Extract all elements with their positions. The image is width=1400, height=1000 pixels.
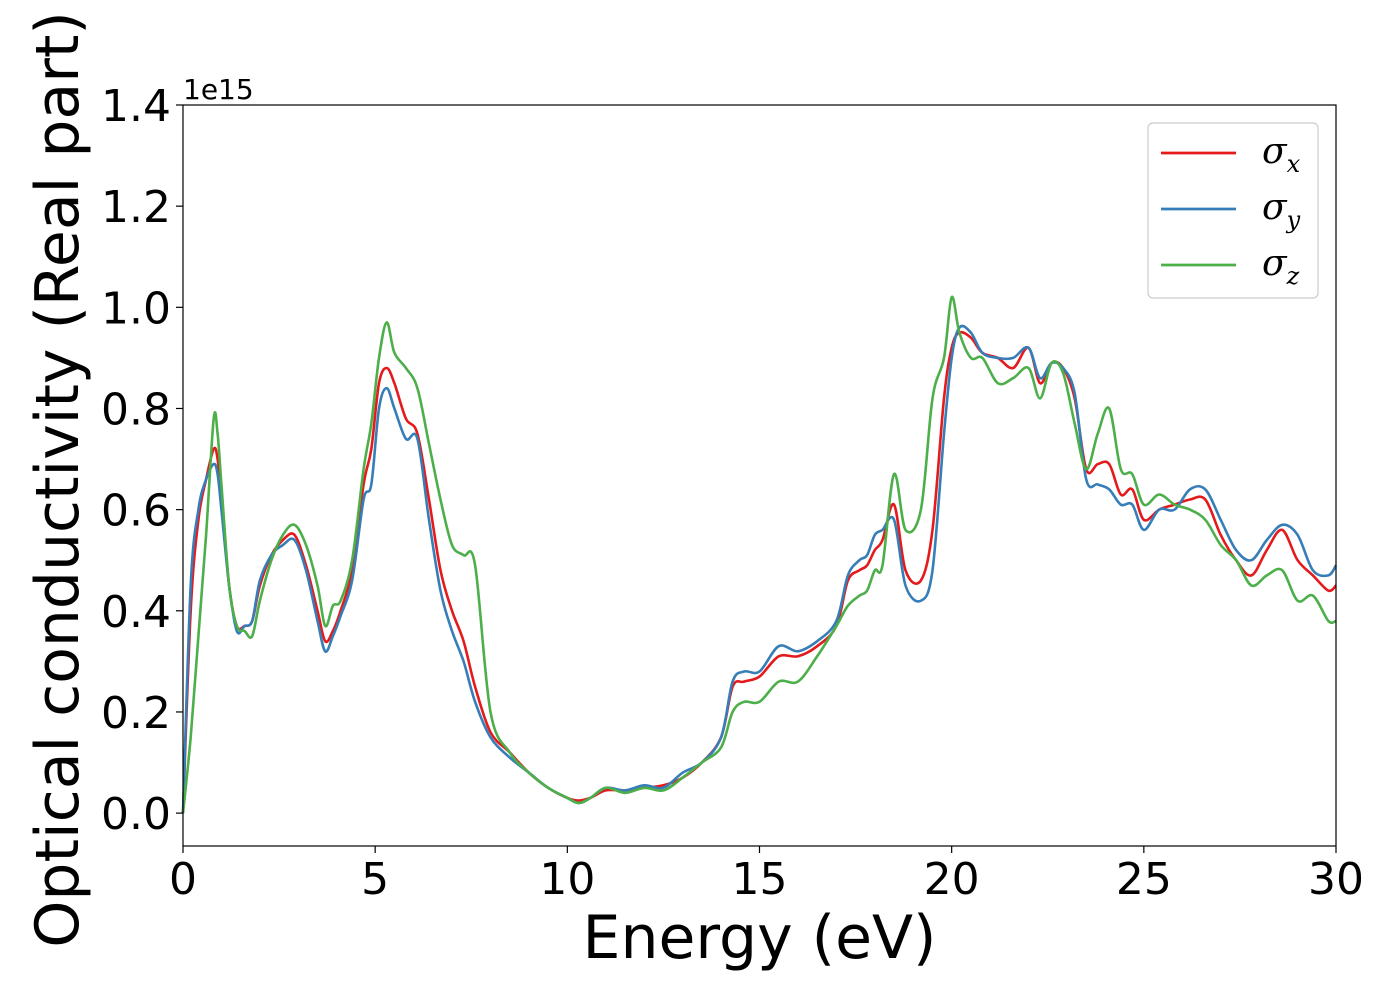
x-tick-label: 20 — [924, 854, 980, 905]
x-tick-label: 10 — [539, 854, 595, 905]
x-tick-label: 5 — [361, 854, 389, 905]
legend-label-subscript: z — [1286, 262, 1300, 290]
legend-label-y: σy — [1262, 187, 1301, 234]
y-tick-label: 1.2 — [101, 182, 171, 233]
x-tick-label: 0 — [169, 854, 197, 905]
y-tick-label: 0.6 — [101, 486, 171, 537]
x-tick-label: 30 — [1308, 854, 1364, 905]
series-layer — [181, 295, 1338, 814]
legend-label-main: σ — [1262, 187, 1288, 228]
legend-box — [1147, 122, 1319, 299]
x-tick-label: 15 — [732, 854, 788, 905]
y-tick-label: 1.4 — [101, 81, 171, 132]
y-axis: 0.0 0.2 0.4 0.6 0.8 1.0 1.2 1.4 — [101, 81, 183, 840]
legend-label-main: σ — [1262, 243, 1288, 284]
x-tick-label: 25 — [1116, 854, 1172, 905]
y-axis-title: Optical conductivity (Real part) — [23, 11, 93, 948]
legend-label-x: σx — [1262, 131, 1301, 178]
y-offset-label: 1e15 — [183, 73, 254, 106]
y-tick-label: 0.0 — [101, 789, 171, 840]
legend-label-subscript: y — [1286, 206, 1301, 234]
series-line-y — [181, 324, 1338, 814]
y-tick-label: 0.2 — [101, 688, 171, 739]
y-tick-label: 0.4 — [101, 587, 171, 638]
legend-label-main: σ — [1262, 131, 1288, 172]
legend-label-z: σz — [1262, 243, 1300, 290]
x-axis: 0 5 10 15 20 25 30 — [169, 846, 1364, 905]
series-line-z — [181, 295, 1337, 814]
y-tick-label: 1.0 — [101, 283, 171, 334]
legend-label-subscript: x — [1287, 150, 1301, 178]
y-tick-label: 0.8 — [101, 384, 171, 435]
x-axis-title: Energy (eV) — [583, 903, 937, 973]
